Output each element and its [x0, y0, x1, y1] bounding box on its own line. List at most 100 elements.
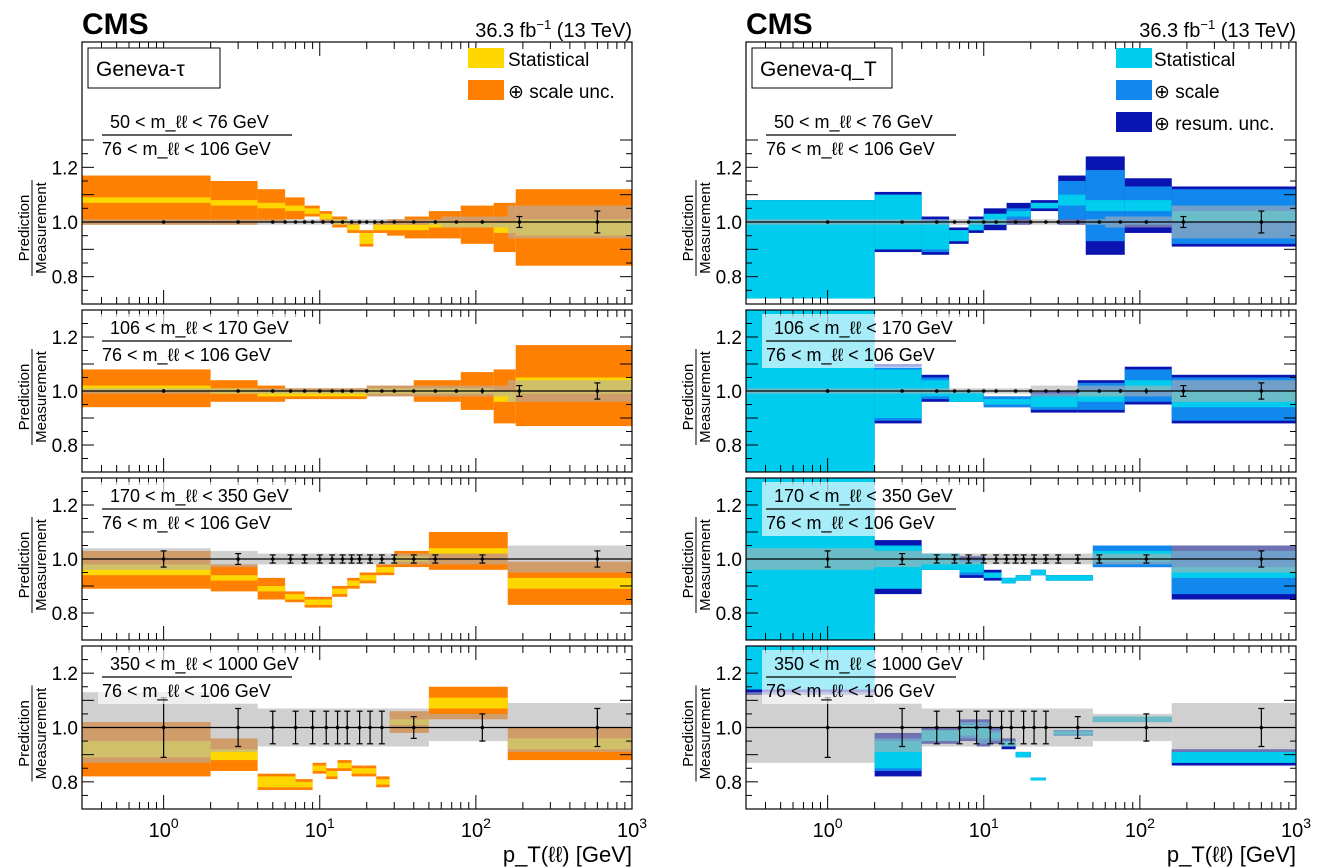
data-point — [310, 220, 315, 224]
pred-stat-band — [1006, 211, 1031, 217]
data-point — [900, 557, 904, 561]
mass-label-numerator: 50 < m_ℓℓ < 76 GeV — [110, 112, 269, 133]
x-tick-exponent: 0 — [835, 815, 843, 831]
data-point — [368, 557, 372, 561]
y-tick-label: 1.0 — [52, 719, 78, 740]
data-point — [324, 725, 329, 730]
x-tick-label: 102 — [1125, 815, 1155, 842]
data-point — [349, 389, 354, 393]
panel-plot-area — [82, 175, 632, 266]
y-tick-label: 1.0 — [716, 213, 742, 234]
x-tick-base: 10 — [461, 820, 483, 842]
data-point — [392, 557, 397, 561]
data-point — [825, 220, 830, 224]
y-axis-title-denominator: Measurement — [33, 181, 50, 274]
mass-label-denominator: 76 < m_ℓℓ < 106 GeV — [102, 345, 271, 366]
data-point — [1004, 557, 1009, 561]
pred-stat-band — [1085, 200, 1125, 212]
data-point — [1181, 389, 1186, 393]
pred-stat-band — [507, 577, 632, 589]
x-tick-base: 10 — [969, 820, 991, 842]
y-tick-label: 0.8 — [52, 604, 78, 625]
legend-label-tau-scale: ⊕ scale unc. — [508, 82, 615, 103]
x-tick-label: 102 — [461, 815, 491, 842]
data-point — [595, 220, 600, 224]
y-axis-title: Prediction Measurement — [680, 349, 714, 445]
y-axis-title-numerator: Prediction — [680, 195, 697, 262]
data-point — [825, 725, 830, 730]
data-point — [966, 389, 971, 393]
data-point — [1259, 725, 1264, 730]
y-tick-label: 0.8 — [716, 268, 742, 289]
y-tick-label: 0.8 — [52, 268, 78, 289]
y-tick-label: 0.8 — [716, 436, 742, 457]
data-point — [364, 220, 369, 224]
data-point — [1259, 389, 1264, 393]
cms-label-right: CMS — [746, 8, 813, 41]
y-axis-title-denominator: Measurement — [33, 518, 50, 611]
y-tick-label: 0.8 — [52, 773, 78, 794]
data-point — [1044, 725, 1048, 730]
data-point — [595, 557, 600, 561]
data-point — [1032, 557, 1036, 561]
x-tick-exponent: 1 — [327, 815, 335, 831]
pred-stat-band — [337, 762, 352, 769]
generator-box-left — [87, 47, 221, 89]
data-point — [900, 389, 904, 393]
data-point — [1097, 220, 1102, 224]
pred-stat-band — [295, 781, 313, 788]
data-point — [392, 220, 397, 224]
x-tick-label: 101 — [305, 815, 335, 842]
y-axis-title-denominator: Measurement — [697, 518, 714, 611]
x-axis-title-right: p_T(ℓℓ) [GeV] — [1167, 842, 1296, 867]
y-tick-label: 1.2 — [52, 664, 78, 685]
data-point — [411, 220, 416, 224]
pred-stat-band — [319, 213, 333, 220]
x-tick-exponent: 2 — [1147, 815, 1155, 831]
y-tick-label: 1.0 — [716, 719, 742, 740]
pred-stat-band — [257, 776, 296, 788]
y-tick-label: 1.2 — [716, 158, 742, 179]
data-point — [236, 220, 240, 224]
pred-stat-band — [1015, 751, 1031, 758]
pred-stat-band — [874, 369, 922, 418]
data-point — [1028, 220, 1033, 224]
legend-swatch-qt-resum — [1116, 112, 1152, 132]
y-axis-title-denominator: Measurement — [697, 687, 714, 780]
pred-stat-band — [210, 749, 258, 761]
y-tick-label: 1.0 — [52, 213, 78, 234]
pred-stat-band — [1171, 751, 1296, 763]
data-point — [974, 725, 979, 730]
x-tick-base: 10 — [1281, 820, 1303, 842]
mass-label-numerator: 350 < m_ℓℓ < 1000 GeV — [774, 654, 963, 675]
data-point — [335, 725, 340, 730]
legend-swatch-qt-scale — [1116, 80, 1152, 100]
pred-stat-band — [949, 230, 969, 242]
data-point — [340, 389, 345, 393]
data-point — [900, 725, 904, 730]
lumi-left-value: 36.3 fb — [475, 20, 536, 42]
data-point — [380, 725, 384, 730]
lumi-right-exp: −1 — [1200, 17, 1215, 32]
data-point — [330, 557, 334, 561]
mass-label-denominator: 76 < m_ℓℓ < 106 GeV — [102, 681, 271, 702]
data-point — [357, 220, 362, 224]
pred-stat-band — [332, 588, 348, 595]
y-axis-title-numerator: Prediction — [16, 532, 33, 599]
data-point — [1013, 220, 1018, 224]
x-tick-exponent: 3 — [1303, 815, 1311, 831]
data-point — [321, 220, 325, 224]
data-point — [1259, 557, 1264, 561]
data-point — [411, 389, 416, 393]
pred-stat-band — [257, 202, 286, 209]
data-point — [1144, 725, 1149, 730]
data-point — [966, 557, 971, 561]
pred-stat-band — [257, 586, 286, 592]
data-point — [288, 557, 293, 561]
data-point — [994, 220, 998, 224]
